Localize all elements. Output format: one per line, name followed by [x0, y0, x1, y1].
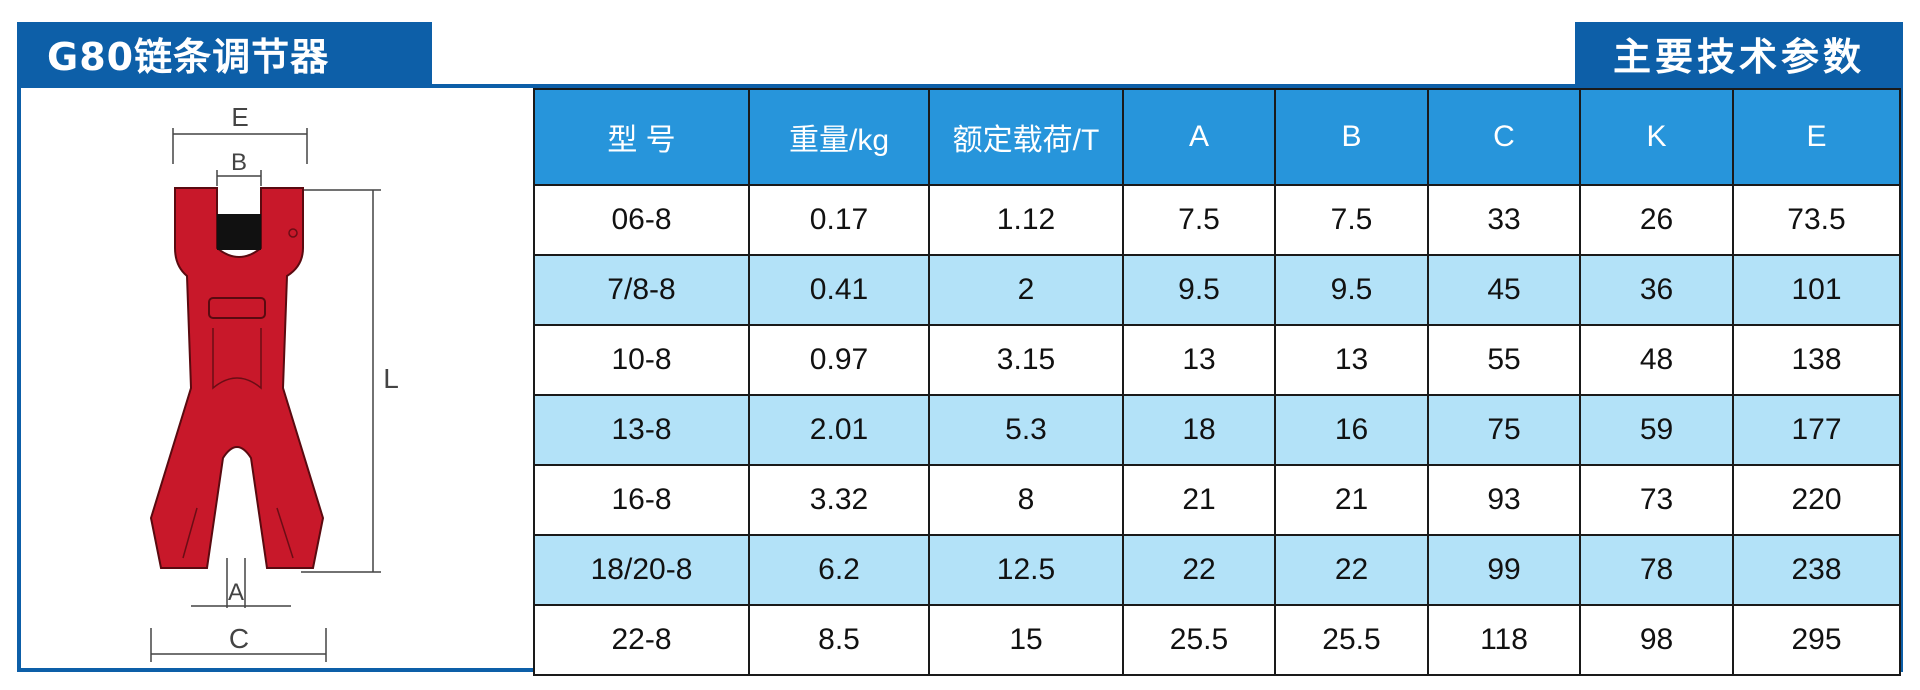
- section-title-tab: 主要技术参数: [1575, 22, 1903, 84]
- cell-a: 21: [1122, 464, 1276, 536]
- table-row: 18/20-8 6.2 12.5 22 22 99 78 238: [533, 534, 1901, 606]
- column-header-b: B: [1274, 88, 1429, 186]
- cell-model: 06-8: [533, 184, 750, 256]
- cell-c: 33: [1427, 184, 1581, 256]
- cell-model: 18/20-8: [533, 534, 750, 606]
- content-frame: E B L A C 型 号 重量/kg 额定载荷/T A B C K E 06-…: [17, 84, 1903, 676]
- cell-c: 75: [1427, 394, 1581, 466]
- table-header-row: 型 号 重量/kg 额定载荷/T A B C K E: [533, 88, 1901, 186]
- product-title-tab: G80链条调节器: [17, 22, 432, 84]
- cell-k: 73: [1579, 464, 1734, 536]
- cell-b: 13: [1274, 324, 1429, 396]
- table-row: 06-8 0.17 1.12 7.5 7.5 33 26 73.5: [533, 184, 1901, 256]
- cell-e: 295: [1732, 604, 1901, 676]
- cell-b: 25.5: [1274, 604, 1429, 676]
- cell-k: 59: [1579, 394, 1734, 466]
- cell-k: 98: [1579, 604, 1734, 676]
- cell-k: 48: [1579, 324, 1734, 396]
- cell-b: 16: [1274, 394, 1429, 466]
- cell-a: 9.5: [1122, 254, 1276, 326]
- cell-a: 7.5: [1122, 184, 1276, 256]
- column-header-weight: 重量/kg: [748, 88, 930, 186]
- spec-table: 型 号 重量/kg 额定载荷/T A B C K E 06-8 0.17 1.12 7…: [533, 88, 1901, 676]
- cell-model: 13-8: [533, 394, 750, 466]
- cell-c: 93: [1427, 464, 1581, 536]
- chain-adjuster-drawing: E B L A C: [149, 102, 399, 662]
- dim-label-e: E: [231, 102, 248, 132]
- cell-a: 25.5: [1122, 604, 1276, 676]
- cell-weight: 0.97: [748, 324, 930, 396]
- cell-rated-load: 8: [928, 464, 1124, 536]
- cell-e: 138: [1732, 324, 1901, 396]
- dim-label-a: A: [228, 579, 244, 606]
- cell-weight: 2.01: [748, 394, 930, 466]
- column-header-e: E: [1732, 88, 1901, 186]
- dim-label-l: L: [383, 363, 399, 394]
- product-title: G80链条调节器: [47, 34, 330, 79]
- cell-weight: 3.32: [748, 464, 930, 536]
- cell-c: 99: [1427, 534, 1581, 606]
- cell-rated-load: 12.5: [928, 534, 1124, 606]
- cell-e: 238: [1732, 534, 1901, 606]
- cell-weight: 0.41: [748, 254, 930, 326]
- adjuster-center-slot: [208, 297, 266, 319]
- cell-e: 220: [1732, 464, 1901, 536]
- cell-e: 73.5: [1732, 184, 1901, 256]
- cell-model: 7/8-8: [533, 254, 750, 326]
- table-row: 13-8 2.01 5.3 18 16 75 59 177: [533, 394, 1901, 466]
- cell-b: 7.5: [1274, 184, 1429, 256]
- cell-a: 13: [1122, 324, 1276, 396]
- adjuster-pin-block: [217, 214, 261, 250]
- cell-b: 9.5: [1274, 254, 1429, 326]
- table-row: 22-8 8.5 15 25.5 25.5 118 98 295: [533, 604, 1901, 676]
- column-header-rated-load: 额定载荷/T: [928, 88, 1124, 186]
- column-header-c: C: [1427, 88, 1581, 186]
- column-header-k: K: [1579, 88, 1734, 186]
- cell-rated-load: 15: [928, 604, 1124, 676]
- cell-model: 10-8: [533, 324, 750, 396]
- cell-weight: 8.5: [748, 604, 930, 676]
- table-body: 06-8 0.17 1.12 7.5 7.5 33 26 73.5 7/8-8 0.41 2 9.5 9…: [533, 184, 1901, 676]
- cell-c: 55: [1427, 324, 1581, 396]
- cell-rated-load: 2: [928, 254, 1124, 326]
- cell-b: 22: [1274, 534, 1429, 606]
- table-row: 10-8 0.97 3.15 13 13 55 48 138: [533, 324, 1901, 396]
- dim-label-c: C: [229, 623, 249, 654]
- section-title: 主要技术参数: [1612, 34, 1865, 79]
- cell-rated-load: 5.3: [928, 394, 1124, 466]
- cell-a: 18: [1122, 394, 1276, 466]
- cell-a: 22: [1122, 534, 1276, 606]
- cell-c: 118: [1427, 604, 1581, 676]
- cell-k: 36: [1579, 254, 1734, 326]
- cell-k: 78: [1579, 534, 1734, 606]
- cell-weight: 6.2: [748, 534, 930, 606]
- table-row: 7/8-8 0.41 2 9.5 9.5 45 36 101: [533, 254, 1901, 326]
- cell-b: 21: [1274, 464, 1429, 536]
- table-row: 16-8 3.32 8 21 21 93 73 220: [533, 464, 1901, 536]
- cell-model: 16-8: [533, 464, 750, 536]
- column-header-model: 型 号: [533, 88, 750, 186]
- cell-e: 101: [1732, 254, 1901, 326]
- cell-model: 22-8: [533, 604, 750, 676]
- cell-e: 177: [1732, 394, 1901, 466]
- column-header-a: A: [1122, 88, 1276, 186]
- cell-rated-load: 1.12: [928, 184, 1124, 256]
- cell-c: 45: [1427, 254, 1581, 326]
- cell-weight: 0.17: [748, 184, 930, 256]
- cell-k: 26: [1579, 184, 1734, 256]
- cell-rated-load: 3.15: [928, 324, 1124, 396]
- dim-label-b: B: [231, 149, 247, 176]
